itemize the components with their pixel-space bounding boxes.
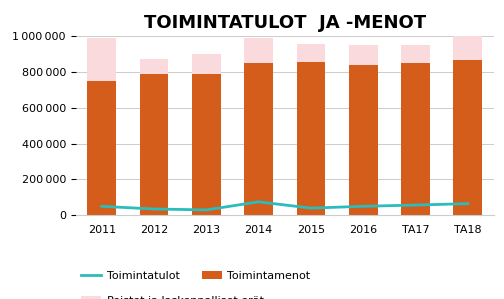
Bar [349, 65, 377, 215]
Bar [296, 62, 325, 215]
Toimintatulot [99, 205, 105, 208]
Bar [401, 45, 430, 63]
Bar [296, 44, 325, 62]
Bar [87, 81, 116, 215]
Toimintatulot [203, 208, 209, 212]
Toimintatulot [412, 203, 418, 207]
Bar [244, 38, 273, 63]
Toimintatulot [151, 207, 157, 211]
Bar [244, 63, 273, 215]
Bar [454, 60, 482, 215]
Bar [349, 45, 377, 65]
Bar [192, 54, 221, 74]
Title: TOIMINTATULOT  JA -MENOT: TOIMINTATULOT JA -MENOT [144, 13, 426, 32]
Toimintatulot [465, 202, 471, 205]
Bar [192, 74, 221, 215]
Toimintatulot [308, 206, 314, 210]
Bar [87, 38, 116, 81]
Line: Toimintatulot: Toimintatulot [102, 202, 468, 210]
Bar [454, 36, 482, 60]
Bar [140, 59, 168, 74]
Bar [140, 74, 168, 215]
Toimintatulot [360, 205, 366, 208]
Toimintatulot [256, 200, 262, 204]
Legend: Poistot ja laskennalliset erät: Poistot ja laskennalliset erät [81, 296, 264, 299]
Bar [401, 63, 430, 215]
